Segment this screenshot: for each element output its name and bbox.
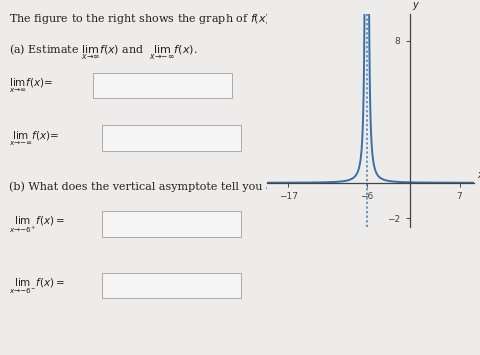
Text: The figure to the right shows the graph of $f(x)$.: The figure to the right shows the graph …: [9, 12, 273, 26]
FancyBboxPatch shape: [102, 211, 241, 237]
Text: $y$: $y$: [411, 0, 420, 12]
Text: $\lim_{x\to-6^-} f(x) =$: $\lim_{x\to-6^-} f(x) =$: [9, 276, 65, 296]
Text: $\lim_{x\to\infty} f(x) =$: $\lim_{x\to\infty} f(x) =$: [9, 77, 53, 95]
FancyBboxPatch shape: [102, 125, 241, 151]
Text: (b) What does the vertical asymptote tell you about the limits?: (b) What does the vertical asymptote tel…: [9, 181, 360, 192]
Text: $x$: $x$: [476, 170, 480, 180]
Text: (a) Estimate $\lim_{x\to\infty} f(x)$ and  $\lim_{x\to-\infty} f(x)$.: (a) Estimate $\lim_{x\to\infty} f(x)$ an…: [9, 43, 197, 62]
Text: $\lim_{x\to-6^+} f(x) =$: $\lim_{x\to-6^+} f(x) =$: [9, 214, 65, 235]
Text: $\lim_{x\to-\infty} f(x) =$: $\lim_{x\to-\infty} f(x) =$: [9, 129, 59, 148]
FancyBboxPatch shape: [102, 273, 241, 298]
FancyBboxPatch shape: [93, 73, 231, 98]
